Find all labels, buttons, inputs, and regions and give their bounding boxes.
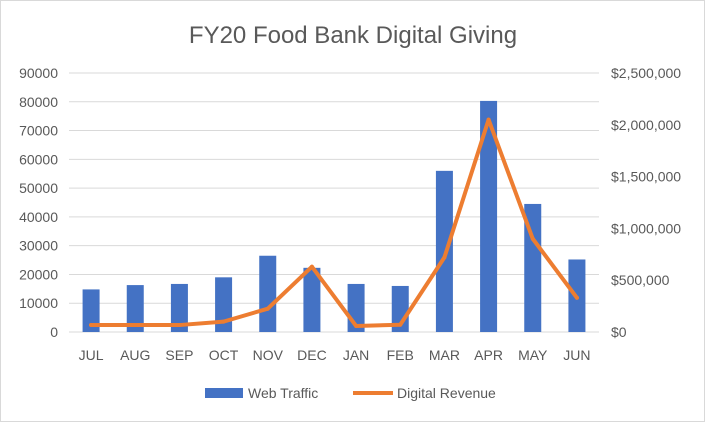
right-tick-label: $1,000,000 bbox=[611, 220, 681, 236]
web-traffic-bar bbox=[480, 100, 498, 332]
right-tick-label: $500,000 bbox=[611, 272, 670, 288]
left-tick-label: 0 bbox=[50, 324, 58, 340]
x-tick-label: DEC bbox=[297, 347, 327, 363]
digital-revenue-point bbox=[574, 295, 579, 300]
right-tick-label: $2,000,000 bbox=[611, 117, 681, 133]
left-tick-label: 20000 bbox=[19, 266, 58, 282]
chart-title: FY20 Food Bank Digital Giving bbox=[189, 22, 517, 49]
digital-revenue-point bbox=[354, 323, 359, 328]
left-axis: 0 10000 20000 30000 40000 50000 60000 70000 8000… bbox=[19, 65, 58, 340]
web-traffic-bar bbox=[259, 255, 277, 332]
legend-swatch-web-traffic bbox=[205, 388, 243, 398]
x-tick-label: AUG bbox=[120, 347, 150, 363]
x-tick-label: JUL bbox=[79, 347, 104, 363]
digital-revenue-point bbox=[530, 236, 535, 241]
right-tick-label: $1,500,000 bbox=[611, 169, 681, 185]
legend-label-web-traffic: Web Traffic bbox=[248, 385, 318, 401]
left-tick-label: 50000 bbox=[19, 180, 58, 196]
digital-revenue-point bbox=[221, 319, 226, 324]
x-axis: JUL AUG SEP OCT NOV DEC JAN FEB MAR APR MAY JUN bbox=[79, 347, 591, 363]
x-tick-label: OCT bbox=[209, 347, 239, 363]
legend-label-digital-revenue: Digital Revenue bbox=[397, 385, 496, 401]
left-tick-label: 60000 bbox=[19, 151, 58, 167]
web-traffic-bars bbox=[82, 100, 586, 332]
left-tick-label: 80000 bbox=[19, 94, 58, 110]
web-traffic-bar bbox=[170, 283, 188, 332]
x-tick-label: MAY bbox=[518, 347, 548, 363]
legend: Web Traffic Digital Revenue bbox=[205, 385, 496, 401]
x-tick-label: APR bbox=[474, 347, 503, 363]
left-tick-label: 10000 bbox=[19, 295, 58, 311]
digital-revenue-point bbox=[442, 255, 447, 260]
digital-revenue-point bbox=[398, 322, 403, 327]
digital-revenue-point bbox=[177, 323, 182, 328]
x-tick-label: SEP bbox=[165, 347, 193, 363]
gridlines bbox=[69, 72, 599, 333]
right-tick-label: $0 bbox=[611, 324, 627, 340]
left-tick-label: 30000 bbox=[19, 238, 58, 254]
x-tick-label: JUN bbox=[563, 347, 590, 363]
digital-revenue-point bbox=[265, 306, 270, 311]
digital-revenue-line bbox=[89, 117, 579, 328]
right-axis: $0 $500,000 $1,000,000 $1,500,000 $2,000,000… bbox=[611, 65, 681, 340]
left-tick-label: 70000 bbox=[19, 123, 58, 139]
x-tick-label: NOV bbox=[253, 347, 284, 363]
web-traffic-bar bbox=[126, 285, 144, 332]
web-traffic-bar bbox=[524, 203, 542, 332]
left-tick-label: 40000 bbox=[19, 209, 58, 225]
digital-revenue-point bbox=[309, 264, 314, 269]
right-tick-label: $2,500,000 bbox=[611, 65, 681, 81]
digital-revenue-point bbox=[486, 117, 491, 122]
digital-revenue-point bbox=[133, 323, 138, 328]
digital-revenue-line-path bbox=[89, 117, 579, 328]
digital-revenue-point bbox=[89, 323, 94, 328]
left-tick-label: 90000 bbox=[19, 65, 58, 81]
web-traffic-bar bbox=[82, 289, 100, 332]
x-tick-label: MAR bbox=[429, 347, 460, 363]
x-tick-label: FEB bbox=[387, 347, 414, 363]
web-traffic-bar bbox=[303, 267, 321, 332]
x-tick-label: JAN bbox=[343, 347, 369, 363]
